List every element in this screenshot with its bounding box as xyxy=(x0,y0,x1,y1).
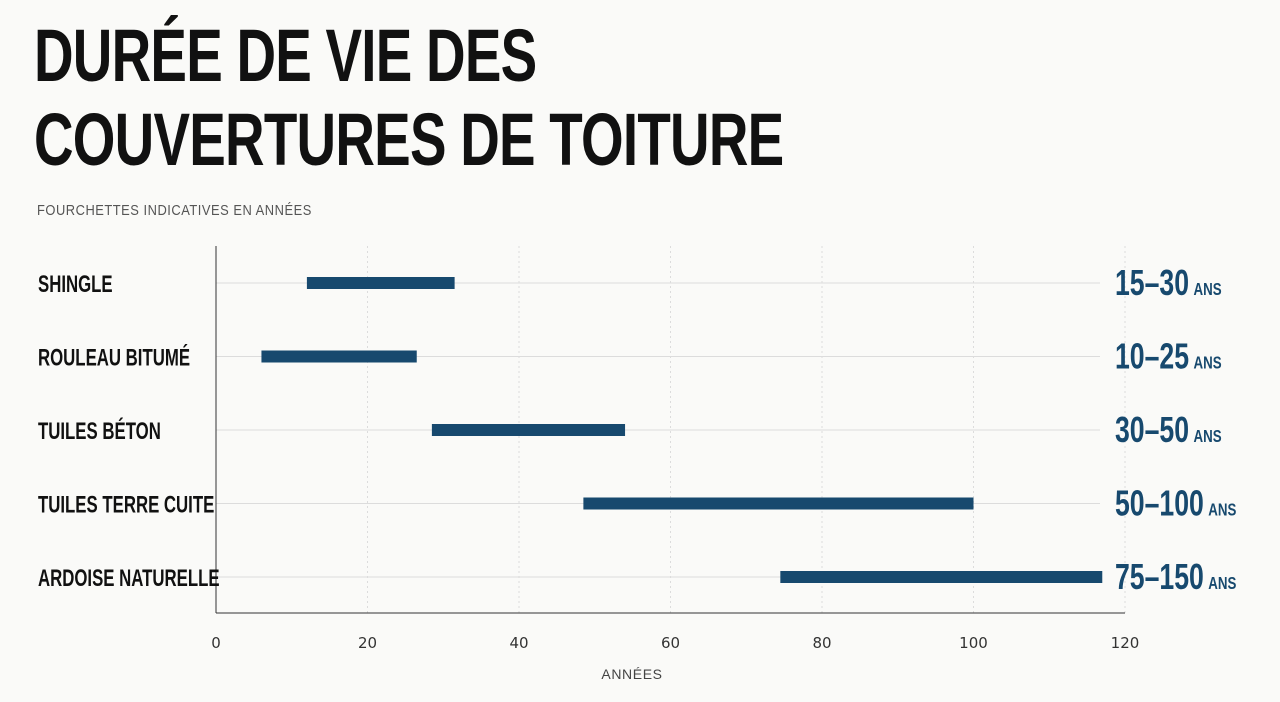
category-label: ROULEAU BITUMÉ xyxy=(38,345,190,372)
chart-title: DURÉE DE VIE DES COUVERTURES DE TOITURE xyxy=(34,14,784,182)
range-bar xyxy=(261,350,417,363)
range-value-label: 15–30 ANS xyxy=(1115,262,1222,303)
range-unit: ANS xyxy=(1208,574,1236,593)
x-tick-label: 20 xyxy=(358,634,377,652)
x-tick-label: 60 xyxy=(661,634,680,652)
range-value: 10–25 xyxy=(1115,336,1189,377)
x-tick-label: 0 xyxy=(211,634,221,652)
range-value: 50–100 xyxy=(1115,483,1204,524)
chart-title-line-1: DURÉE DE VIE DES xyxy=(34,14,537,97)
category-label: ARDOISE NATURELLE xyxy=(38,565,220,592)
x-axis-title: ANNÉES xyxy=(601,666,662,682)
range-bar xyxy=(583,497,974,510)
category-label: TUILES BÉTON xyxy=(38,418,161,445)
x-tick-label: 120 xyxy=(1111,634,1140,652)
range-value-label: 10–25 ANS xyxy=(1115,336,1222,377)
range-unit: ANS xyxy=(1193,280,1221,299)
range-value-label: 75–150 ANS xyxy=(1115,556,1236,597)
range-bar xyxy=(306,277,455,289)
range-value-label: 30–50 ANS xyxy=(1115,409,1222,450)
range-value: 15–30 xyxy=(1115,262,1189,303)
category-label: SHINGLE xyxy=(38,271,113,298)
range-bar xyxy=(431,424,626,436)
range-value: 30–50 xyxy=(1115,409,1189,450)
range-value: 75–150 xyxy=(1115,556,1204,597)
chart-subtitle: FOURCHETTES INDICATIVES EN ANNÉES xyxy=(37,202,312,219)
range-unit: ANS xyxy=(1193,427,1221,446)
range-value-label: 50–100 ANS xyxy=(1115,483,1236,524)
range-unit: ANS xyxy=(1208,501,1236,520)
x-tick-label: 40 xyxy=(509,634,528,652)
category-label: TUILES TERRE CUITE xyxy=(38,492,214,519)
range-unit: ANS xyxy=(1193,354,1221,373)
x-tick-label: 100 xyxy=(959,634,988,652)
chart-title-line-2: COUVERTURES DE TOITURE xyxy=(34,98,784,181)
range-bar xyxy=(780,571,1103,583)
x-tick-label: 80 xyxy=(812,634,831,652)
